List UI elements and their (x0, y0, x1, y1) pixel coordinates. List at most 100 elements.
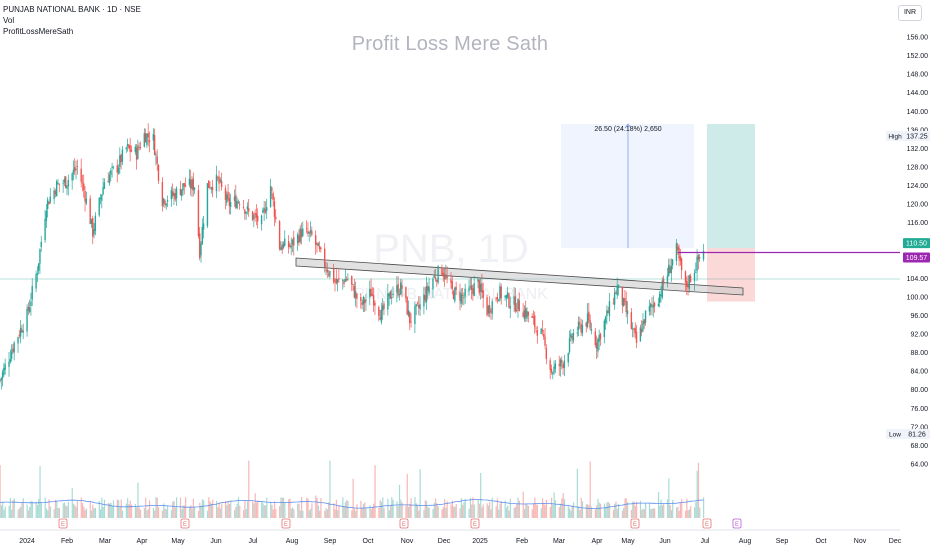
earnings-event-icon[interactable]: E (281, 518, 291, 529)
volume-bar (378, 508, 380, 518)
candle-body (90, 218, 93, 224)
volume-bar (469, 497, 472, 518)
volume-bar (490, 509, 492, 518)
volume-bar (272, 509, 274, 518)
volume-bar (307, 498, 309, 518)
volume-bar (416, 504, 419, 518)
candle-body (44, 218, 46, 241)
candle-body (208, 180, 210, 188)
candle-body (173, 193, 175, 197)
volume-bar (20, 506, 22, 518)
indicator-label[interactable]: ProfitLossMereSath (3, 27, 74, 36)
volume-bar (382, 497, 384, 518)
candle-body (200, 243, 202, 256)
price-tick-label: 140.00 (907, 109, 929, 116)
volume-bar (572, 502, 575, 518)
candle-body (22, 330, 24, 333)
volume-bar (306, 497, 308, 518)
candle-body (482, 290, 484, 299)
candle-body (409, 311, 411, 324)
candle-body (378, 307, 380, 317)
candle-body (387, 293, 389, 310)
candle-body (463, 297, 465, 298)
volume-bar (687, 510, 689, 518)
volume-bar (239, 505, 241, 518)
candle-body (57, 183, 59, 184)
candle-body (85, 198, 88, 204)
earnings-event-icon[interactable]: E (732, 518, 742, 529)
volume-bar (482, 504, 484, 518)
volume-bar (192, 498, 194, 518)
volume-bar (446, 501, 448, 518)
candle-body (588, 311, 590, 321)
candle-body (296, 234, 299, 244)
candle-body (595, 342, 598, 349)
volume-bar (639, 500, 642, 518)
earnings-event-icon[interactable]: E (470, 518, 480, 529)
earnings-event-icon[interactable]: E (630, 518, 640, 529)
candle-body (379, 316, 381, 320)
currency-button[interactable]: INR (898, 5, 922, 21)
volume-bar (289, 498, 291, 518)
volume-bar (181, 509, 183, 518)
volume-bar (617, 504, 620, 518)
candle-body (342, 280, 344, 281)
earnings-event-icon[interactable]: E (702, 518, 712, 529)
candle-body (543, 334, 545, 337)
candle-body (246, 206, 249, 210)
candle-body (633, 328, 635, 330)
volume-bar (641, 509, 643, 518)
candle-body (579, 322, 581, 324)
high-tag-bg (886, 131, 904, 141)
candle-body (269, 185, 272, 207)
volume-bar (107, 503, 109, 518)
symbol-title[interactable]: PUNJAB NATIONAL BANK · 1D · NSE (3, 5, 141, 14)
volume-label[interactable]: Vol (3, 16, 15, 25)
candle-body (460, 293, 462, 304)
candle-body (0, 377, 2, 381)
candle-body (679, 256, 682, 261)
earnings-event-icon[interactable]: E (399, 518, 409, 529)
volume-bar (499, 503, 501, 518)
candle-body (445, 274, 447, 278)
volume-bar (116, 499, 118, 518)
volume-bar (129, 500, 131, 518)
candle-body (443, 274, 446, 280)
candle-body (640, 329, 643, 333)
candle-body (653, 303, 656, 307)
candle-body (518, 300, 520, 311)
candle-body (562, 363, 564, 369)
volume-bar (500, 500, 502, 518)
earnings-event-icon[interactable]: E (180, 518, 190, 529)
candle-body (281, 244, 283, 250)
volume-bar (281, 497, 283, 518)
volume-bar (143, 508, 146, 518)
volume-bar (257, 500, 259, 518)
volume-bar (558, 507, 560, 518)
candle-body (558, 364, 560, 366)
volume-bar (111, 505, 113, 518)
candle-body (120, 154, 122, 163)
candle-body (680, 258, 683, 271)
measure-arrow-head (624, 123, 632, 129)
price-tick-label: 72.00 (910, 424, 928, 431)
volume-bar (248, 460, 250, 518)
candle-body (635, 331, 638, 343)
candle-body (317, 243, 319, 247)
volume-bar (534, 497, 536, 518)
candle-body (54, 191, 57, 195)
volume-bar (436, 503, 438, 518)
volume-bar (136, 507, 138, 518)
candle-body (391, 297, 393, 298)
candle-body (144, 133, 147, 143)
earnings-event-icon[interactable]: E (58, 518, 68, 529)
volume-bar (355, 510, 357, 518)
price-tick-label: 80.00 (910, 387, 928, 394)
candle-body (298, 235, 300, 243)
candle-body (670, 265, 673, 274)
volume-bar (58, 508, 60, 518)
candle-body (3, 367, 5, 375)
candle-body (21, 329, 23, 333)
